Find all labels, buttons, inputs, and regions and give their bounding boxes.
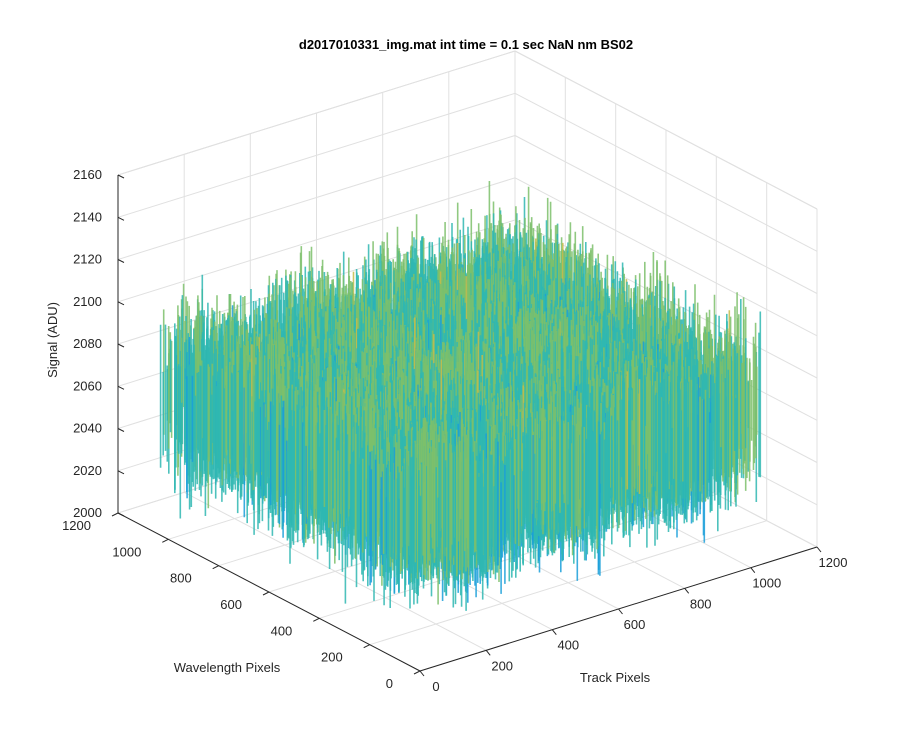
- box-back-edges: [117, 50, 818, 210]
- box-edge: [514, 50, 818, 210]
- side-wall-grid-z: [514, 135, 818, 294]
- box-edge: [117, 50, 516, 176]
- chart-title: d2017010331_img.mat int time = 0.1 sec N…: [299, 37, 633, 52]
- back-wall-grid-z: [117, 135, 516, 260]
- back-wall-grid-z: [117, 92, 516, 218]
- back-wall-grid-z: [117, 177, 516, 303]
- side-wall-grid-z: [514, 177, 818, 337]
- side-wall-grid-z: [514, 92, 818, 252]
- floor-grid-line-y: [369, 520, 767, 646]
- surface-plot: [159, 181, 762, 611]
